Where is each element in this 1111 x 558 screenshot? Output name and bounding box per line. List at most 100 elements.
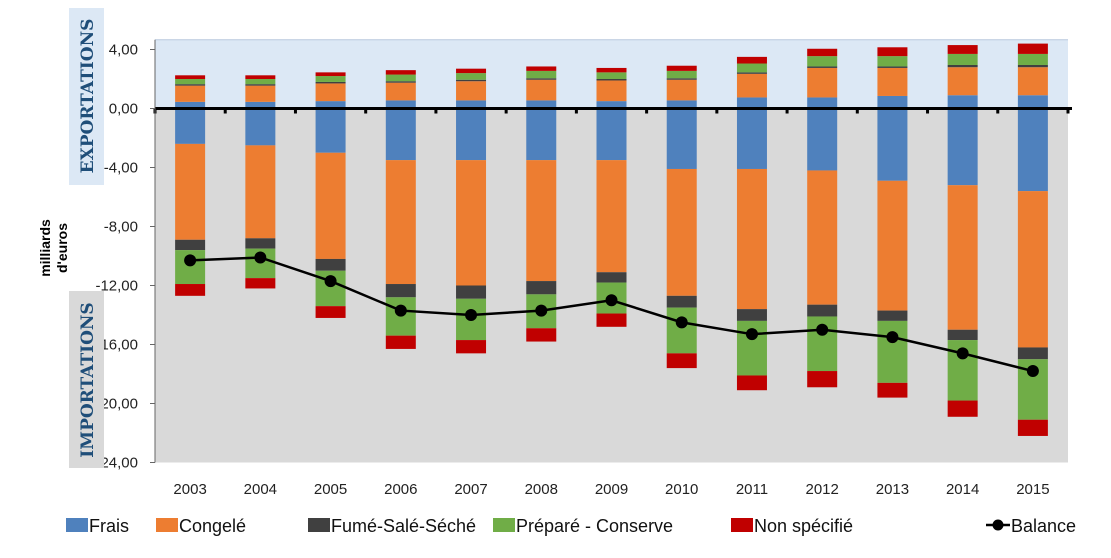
x-tick-label: 2006 xyxy=(384,481,417,498)
x-tick-label: 2008 xyxy=(525,481,558,498)
bar-import-frais-2008 xyxy=(526,108,557,161)
bar-export-non-specifie-2012 xyxy=(807,48,838,57)
bar-import-congele-2006 xyxy=(385,160,416,285)
bar-import-congele-2015 xyxy=(1017,191,1048,348)
bar-export-fume-sale-seche-2013 xyxy=(877,66,908,68)
bar-import-fume-sale-seche-2013 xyxy=(877,310,908,321)
bar-export-frais-2007 xyxy=(456,100,487,109)
bar-export-non-specifie-2013 xyxy=(877,47,908,57)
x-tick-label: 2012 xyxy=(806,481,839,498)
bar-export-prepare-conserve-2010 xyxy=(666,70,697,79)
bar-import-congele-2005 xyxy=(315,152,346,259)
bar-export-non-specifie-2007 xyxy=(456,68,487,74)
bar-import-non-specifie-2004 xyxy=(245,278,276,289)
bar-export-frais-2010 xyxy=(666,100,697,109)
bar-export-prepare-conserve-2003 xyxy=(175,79,206,85)
y-tick-label: 0,00 xyxy=(109,101,138,118)
bar-export-fume-sale-seche-2005 xyxy=(315,81,346,84)
bar-import-fume-sale-seche-2003 xyxy=(175,239,206,251)
y-tick-label: -16,00 xyxy=(95,337,138,354)
bar-import-fume-sale-seche-2004 xyxy=(245,238,276,249)
bar-import-fume-sale-seche-2010 xyxy=(666,295,697,308)
bar-export-congele-2006 xyxy=(385,82,416,101)
bar-export-frais-2004 xyxy=(245,101,276,109)
bar-import-non-specifie-2005 xyxy=(315,306,346,318)
x-tick-label: 2010 xyxy=(665,481,698,498)
bar-export-fume-sale-seche-2014 xyxy=(947,64,978,68)
bar-import-frais-2009 xyxy=(596,108,627,161)
bar-export-congele-2007 xyxy=(456,81,487,101)
balance-point-2006 xyxy=(394,304,407,317)
y-axis: 4,00 0,00 -4,00 -8,00 -12,00 -16,00 -20,00 -24,… xyxy=(37,39,156,472)
legend-swatch-frais xyxy=(66,518,88,532)
bar-import-non-specifie-2009 xyxy=(596,313,627,327)
bar-import-frais-2005 xyxy=(315,108,346,153)
bar-export-congele-2003 xyxy=(175,85,206,102)
bar-export-congele-2015 xyxy=(1017,67,1048,96)
bar-import-congele-2014 xyxy=(947,185,978,330)
bar-import-congele-2012 xyxy=(807,170,838,305)
bar-export-non-specifie-2015 xyxy=(1017,43,1048,54)
bar-export-frais-2012 xyxy=(807,97,838,109)
bar-import-fume-sale-seche-2011 xyxy=(736,309,767,321)
bar-export-fume-sale-seche-2012 xyxy=(807,66,838,68)
importations-label: IMPORTATIONS xyxy=(78,302,98,457)
balance-line xyxy=(184,251,1039,378)
bar-export-prepare-conserve-2015 xyxy=(1017,53,1048,65)
bar-export-fume-sale-seche-2003 xyxy=(175,84,206,86)
bar-export-congele-2013 xyxy=(877,67,908,96)
balance-point-2003 xyxy=(184,254,197,267)
bar-import-frais-2006 xyxy=(385,108,416,161)
bar-export-prepare-conserve-2011 xyxy=(736,63,767,73)
legend-swatch-non-specifie xyxy=(731,518,753,532)
bar-export-fume-sale-seche-2004 xyxy=(245,84,276,86)
y-tick-label: -20,00 xyxy=(95,396,138,413)
x-axis: 2003 2004 2005 2006 2007 2008 2009 2010 2011 2012… xyxy=(173,481,1049,498)
bar-export-congele-2014 xyxy=(947,67,978,96)
bar-import-non-specifie-2008 xyxy=(526,328,557,342)
y-axis-label-line2: d'euros xyxy=(54,223,70,273)
bar-export-frais-2011 xyxy=(736,97,767,109)
legend-swatch-congele xyxy=(156,518,178,532)
bar-import-non-specifie-2003 xyxy=(175,284,206,296)
bar-export-non-specifie-2006 xyxy=(385,70,416,75)
bar-export-frais-2013 xyxy=(877,95,908,109)
bar-import-frais-2015 xyxy=(1017,108,1048,192)
bars xyxy=(175,43,1048,436)
bar-import-frais-2004 xyxy=(245,108,276,146)
bar-export-prepare-conserve-2009 xyxy=(596,72,627,79)
x-tick-label: 2009 xyxy=(595,481,628,498)
bar-import-congele-2004 xyxy=(245,145,276,239)
y-tick-label: 4,00 xyxy=(109,42,138,59)
legend-label-fume-sale-seche: Fumé-Salé-Séché xyxy=(331,516,476,536)
bar-export-frais-2003 xyxy=(175,101,206,109)
bar-import-frais-2007 xyxy=(456,108,487,161)
bar-export-non-specifie-2014 xyxy=(947,45,978,54)
balance-point-2008 xyxy=(535,304,548,317)
x-tick-label: 2005 xyxy=(314,481,347,498)
balance-point-2005 xyxy=(324,275,337,288)
bar-import-fume-sale-seche-2009 xyxy=(596,272,627,283)
bar-export-congele-2004 xyxy=(245,85,276,102)
legend-label-non-specifie: Non spécifié xyxy=(754,516,853,536)
bar-import-fume-sale-seche-2015 xyxy=(1017,347,1048,360)
bar-import-congele-2011 xyxy=(736,168,767,310)
bar-export-prepare-conserve-2004 xyxy=(245,79,276,85)
bar-export-prepare-conserve-2008 xyxy=(526,70,557,79)
y-axis-label-line1: milliards xyxy=(37,219,53,277)
bar-import-fume-sale-seche-2014 xyxy=(947,329,978,341)
balance-point-2004 xyxy=(254,251,267,264)
bar-export-frais-2015 xyxy=(1017,95,1048,109)
bar-export-frais-2005 xyxy=(315,101,346,109)
bar-export-fume-sale-seche-2009 xyxy=(596,79,627,81)
bar-import-congele-2009 xyxy=(596,160,627,273)
bar-import-congele-2013 xyxy=(877,180,908,311)
exportations-label-bg xyxy=(69,8,104,185)
bar-export-non-specifie-2008 xyxy=(526,66,557,71)
bar-import-prepare-conserve-2010 xyxy=(666,307,697,354)
balance-point-2010 xyxy=(675,316,688,329)
bar-import-fume-sale-seche-2005 xyxy=(315,258,346,271)
x-tick-label: 2015 xyxy=(1016,481,1049,498)
bar-export-non-specifie-2003 xyxy=(175,75,206,79)
bar-import-non-specifie-2006 xyxy=(385,335,416,349)
